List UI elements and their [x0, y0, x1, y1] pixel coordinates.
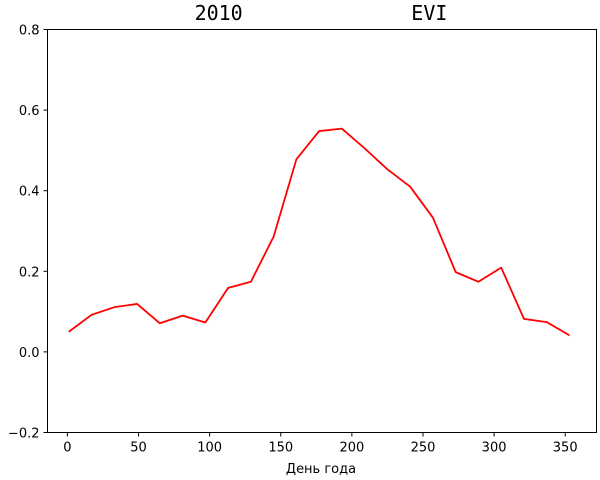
- x-tick-label: 100: [197, 441, 222, 456]
- x-tick-label: 50: [130, 441, 147, 456]
- x-tick-label: 350: [553, 441, 578, 456]
- x-tick-label: 150: [268, 441, 293, 456]
- evi-series-line: [68, 127, 570, 337]
- x-axis-label: День года: [286, 462, 356, 477]
- y-tick-label: 0.4: [19, 185, 40, 200]
- y-tick-label: 0.8: [19, 24, 40, 39]
- x-tick-label: 200: [339, 441, 364, 456]
- x-tick-label: 0: [63, 441, 71, 456]
- series-group: [68, 127, 570, 337]
- chart-title: 2010 EVI: [195, 1, 448, 25]
- x-tick-label: 250: [411, 441, 436, 456]
- y-axis: −0.2 0.0 0.2 0.4 0.6 0.8: [8, 24, 48, 442]
- plot-frame: [47, 29, 597, 433]
- y-tick-label: 0.6: [19, 104, 40, 119]
- y-tick-label: −0.2: [8, 427, 40, 442]
- x-axis: 0 50 100 150 200 250 300 350: [63, 432, 578, 456]
- x-tick-label: 300: [482, 441, 507, 456]
- y-tick-label: 0.0: [19, 346, 40, 361]
- y-tick-label: 0.2: [19, 265, 40, 280]
